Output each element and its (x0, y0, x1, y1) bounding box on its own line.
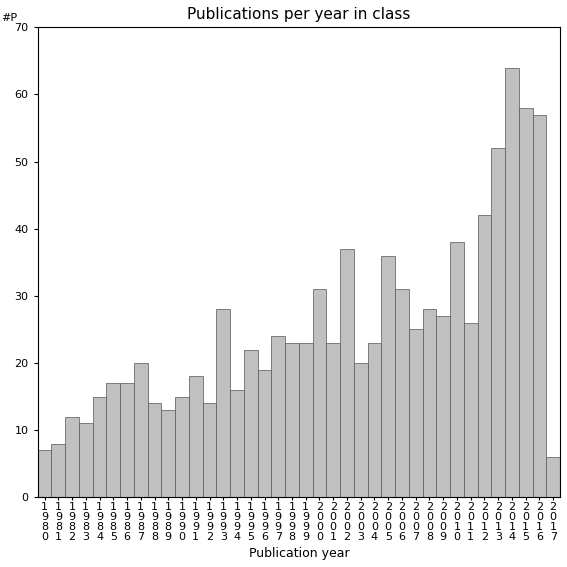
Bar (202, 403, 217, 497)
Bar (79, 424, 92, 497)
Bar (354, 363, 367, 497)
Bar (65, 417, 79, 497)
Bar (437, 316, 450, 497)
Bar (230, 390, 244, 497)
Bar (299, 343, 312, 497)
Bar (547, 457, 560, 497)
Bar (120, 383, 134, 497)
Bar (175, 396, 189, 497)
Bar (395, 289, 409, 497)
Bar (519, 108, 532, 497)
Bar (382, 256, 395, 497)
Bar (244, 350, 257, 497)
Bar (147, 403, 162, 497)
Bar (52, 443, 65, 497)
X-axis label: Publication year: Publication year (248, 547, 349, 560)
Bar (107, 383, 120, 497)
Bar (285, 343, 299, 497)
Bar (162, 410, 175, 497)
Bar (477, 215, 492, 497)
Title: Publications per year in class: Publications per year in class (187, 7, 411, 22)
Bar (327, 343, 340, 497)
Bar (422, 310, 437, 497)
Bar (92, 396, 107, 497)
Bar (134, 363, 147, 497)
Bar (272, 336, 285, 497)
Bar (189, 376, 202, 497)
Bar (505, 67, 519, 497)
Bar (367, 343, 382, 497)
Bar (312, 289, 327, 497)
Bar (464, 323, 477, 497)
Bar (217, 310, 230, 497)
Bar (409, 329, 422, 497)
Bar (257, 370, 272, 497)
Bar (37, 450, 52, 497)
Bar (450, 242, 464, 497)
Bar (492, 148, 505, 497)
Text: #P: #P (1, 12, 17, 23)
Bar (532, 115, 547, 497)
Bar (340, 249, 354, 497)
